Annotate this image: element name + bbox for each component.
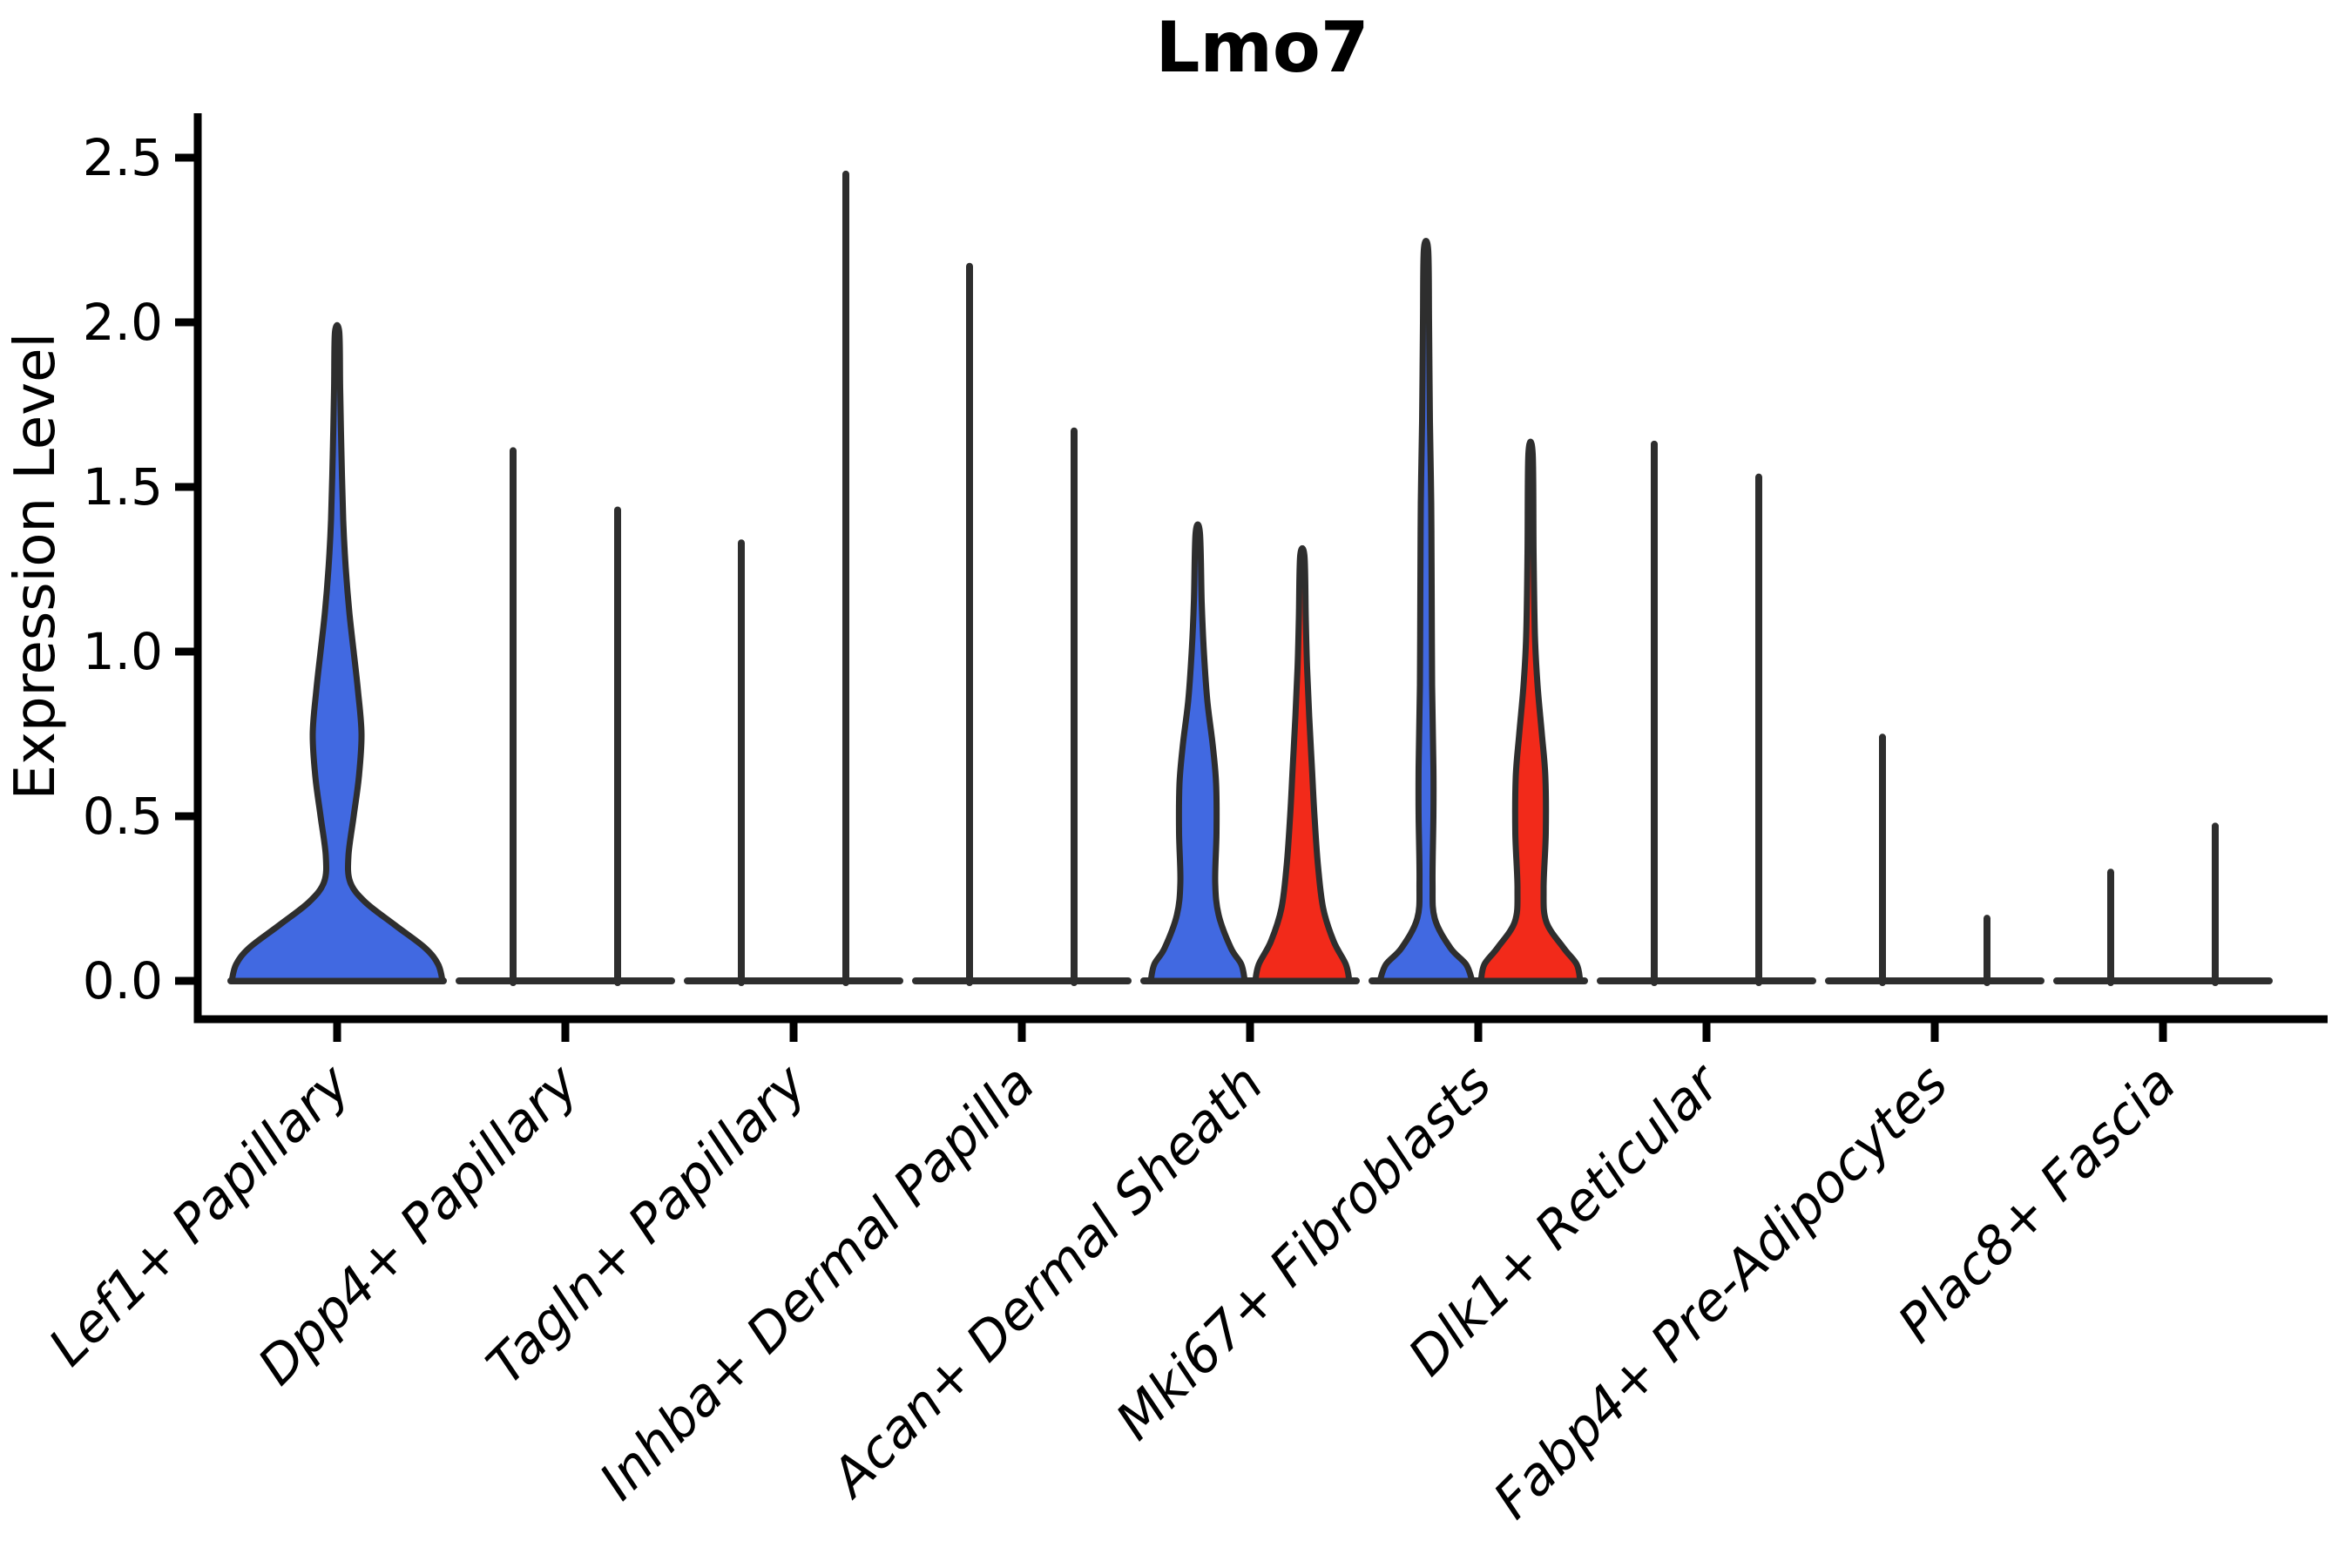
violin-4-red bbox=[1252, 544, 1353, 984]
x-category-label-4: Acan+ Dermal Sheath bbox=[818, 1053, 1275, 1511]
x-category-label-5: Mki67+ Fibroblasts bbox=[1105, 1053, 1504, 1452]
y-tick-label-1.0: 1.0 bbox=[83, 622, 163, 681]
x-category-label-3: Inhba+ Dermal Papilla bbox=[588, 1053, 1046, 1511]
y-tick-label-2.0: 2.0 bbox=[83, 293, 163, 352]
y-tick-label-0.5: 0.5 bbox=[83, 787, 163, 846]
violin-5-red bbox=[1477, 438, 1584, 984]
x-category-label-7: Fabp4+ Pre-Adipocytes bbox=[1482, 1053, 1959, 1531]
y-tick-label-1.5: 1.5 bbox=[83, 457, 163, 517]
y-tick-label-0.0: 0.0 bbox=[83, 951, 163, 1010]
violin-4-blue bbox=[1147, 521, 1248, 984]
violin-0-blue bbox=[228, 321, 446, 984]
y-axis-label: Expression Level bbox=[3, 333, 68, 801]
y-tick-label-2.5: 2.5 bbox=[83, 128, 163, 187]
violin-5-blue bbox=[1376, 237, 1476, 984]
plot-title: Lmo7 bbox=[1156, 7, 1369, 88]
